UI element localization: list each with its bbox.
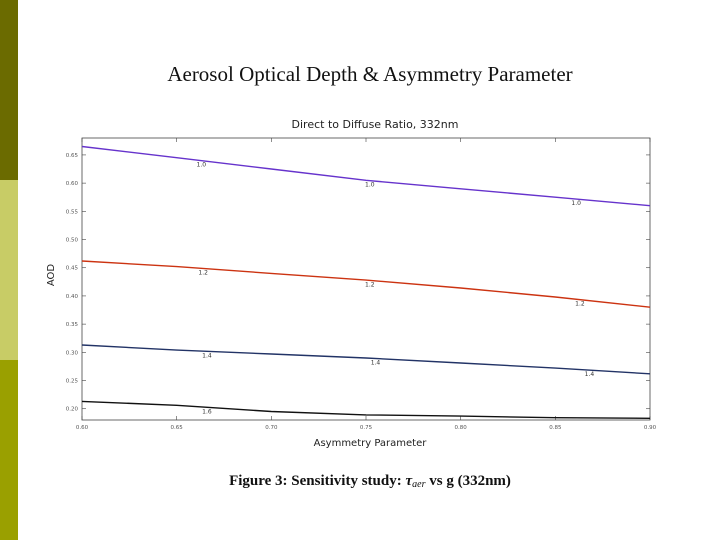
- x-axis-label: Asymmetry Parameter: [314, 438, 428, 449]
- y-tick-label: 0.30: [66, 350, 79, 356]
- contour-label: 1.4: [585, 371, 595, 378]
- x-tick-label: 0.85: [549, 425, 562, 431]
- y-tick-label: 0.35: [66, 322, 79, 328]
- series-line-1-0: [81, 145, 651, 207]
- accent-bar-bottom: [0, 360, 18, 540]
- series-line-1-4: [81, 344, 651, 375]
- y-tick-label: 0.20: [66, 407, 79, 413]
- x-tick-label: 0.70: [265, 425, 278, 431]
- y-tick-label: 0.25: [66, 379, 79, 385]
- contour-label: 1.2: [198, 269, 208, 276]
- accent-bar-middle: [0, 180, 18, 360]
- x-tick-label: 0.65: [171, 425, 184, 431]
- y-tick-label: 0.65: [66, 153, 79, 159]
- caption-prefix: Figure 3: Sensitivity study:: [229, 473, 406, 489]
- contour-label: 1.2: [365, 281, 375, 288]
- x-tick-label: 0.90: [644, 425, 657, 431]
- y-tick-label: 0.45: [66, 266, 79, 272]
- contour-label: 1.2: [575, 301, 585, 308]
- y-tick-label: 0.60: [66, 181, 79, 187]
- contour-label: 1.0: [197, 162, 207, 169]
- contour-label: 1.6: [202, 408, 212, 415]
- contour-label: 1.0: [571, 200, 581, 207]
- contour-label: 1.4: [202, 352, 212, 359]
- series-line-1-6: [81, 400, 651, 419]
- caption-suffix: vs g (332nm): [425, 473, 511, 489]
- y-tick-label: 0.40: [66, 294, 79, 300]
- contour-label: 1.4: [371, 359, 381, 366]
- caption-tau: τ: [405, 473, 413, 489]
- caption-subscript: aer: [412, 479, 426, 490]
- figure-caption: Figure 3: Sensitivity study: τaer vs g (…: [0, 473, 720, 490]
- slide-title: Aerosol Optical Depth & Asymmetry Parame…: [167, 62, 573, 86]
- y-tick-label: 0.50: [66, 238, 79, 244]
- y-tick-label: 0.55: [66, 209, 79, 215]
- chart: Direct to Diffuse Ratio, 332nm 0.200.250…: [46, 118, 657, 449]
- x-tick-label: 0.80: [455, 425, 468, 431]
- x-tick-label: 0.60: [76, 425, 89, 431]
- chart-title: Direct to Diffuse Ratio, 332nm: [292, 118, 459, 131]
- x-axis: 0.60 0.65 0.70 0.75 0.80 0.85 0.90: [76, 138, 657, 431]
- y-axis-label: AOD: [46, 264, 57, 287]
- series-layer: 1.0 1.0 1.0 1.2 1.2 1.2 1.4 1.4 1.4 1.6: [81, 145, 651, 419]
- contour-label: 1.0: [365, 182, 375, 189]
- accent-bar-top: [0, 0, 18, 180]
- series-line-1-2: [81, 260, 651, 308]
- y-axis: 0.20 0.25 0.30 0.35 0.40 0.45 0.50 0.55 0.60 0.65: [66, 153, 650, 413]
- x-tick-label: 0.75: [360, 425, 373, 431]
